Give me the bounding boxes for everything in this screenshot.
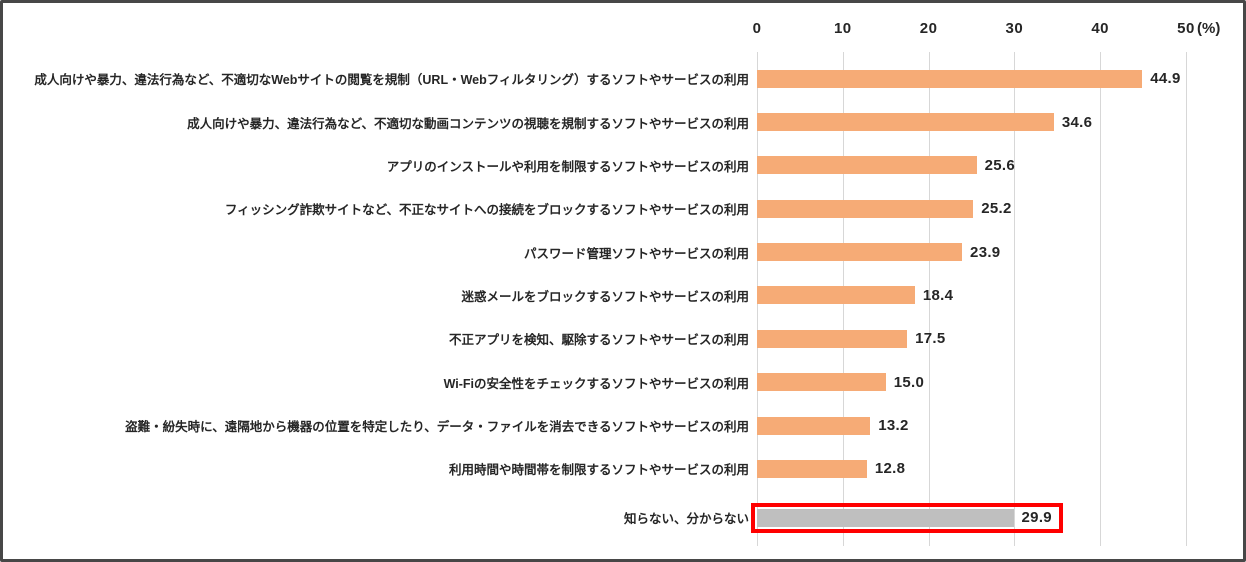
- gridline: [928, 52, 930, 546]
- bar-track: 15.0: [757, 373, 1186, 392]
- bar-track: 44.9: [757, 69, 1186, 88]
- chart-row: 不正アプリを検知、駆除するソフトやサービスの利用 17.5: [3, 317, 1243, 360]
- highlight-bar: [757, 508, 1014, 527]
- chart-row: アプリのインストールや利用を制限するソフトやサービスの利用 25.6: [3, 144, 1243, 187]
- chart-row: 盗難・紛失時に、遠隔地から機器の位置を特定したり、データ・ファイルを消去できるソ…: [3, 404, 1243, 447]
- bar: [757, 69, 1143, 88]
- bar-track: 25.2: [757, 199, 1186, 218]
- bar: [757, 199, 974, 218]
- x-axis-tick: 0: [752, 20, 762, 37]
- chart-row: 利用時間や時間帯を制限するソフトやサービスの利用 12.8: [3, 447, 1243, 490]
- x-axis: 0 10 20 30 40 50 (%): [753, 20, 1243, 42]
- x-axis-tick: 40: [1091, 20, 1110, 37]
- value-label: 29.9: [1021, 509, 1052, 527]
- chart-row: 成人向けや暴力、違法行為など、不適切な動画コンテンツの視聴を規制するソフトやサー…: [3, 100, 1243, 143]
- x-axis-tick: 50: [1177, 20, 1195, 37]
- chart-row: 迷惑メールをブロックするソフトやサービスの利用 18.4: [3, 274, 1243, 317]
- chart-row: 成人向けや暴力、違法行為など、不適切なWebサイトの閲覧を規制（URL・Webフ…: [3, 57, 1243, 100]
- value-label: 25.2: [981, 200, 1012, 218]
- chart-row: Wi-Fiの安全性をチェックするソフトやサービスの利用 15.0: [3, 361, 1243, 404]
- bar-track: 18.4: [757, 286, 1186, 305]
- category-label: フィッシング詐欺サイトなど、不正なサイトへの接続をブロックするソフトやサービスの…: [224, 203, 749, 218]
- bar: [757, 373, 886, 392]
- gridline: [1014, 52, 1016, 546]
- category-label: Wi-Fiの安全性をチェックするソフトやサービスの利用: [443, 376, 749, 391]
- value-label: 23.9: [970, 243, 1001, 261]
- value-label: 13.2: [878, 417, 909, 435]
- chart-row: パスワード管理ソフトやサービスの利用 23.9: [3, 230, 1243, 273]
- bar-track: 34.6: [757, 113, 1186, 132]
- value-label: 17.5: [915, 330, 946, 348]
- bar: [757, 459, 867, 478]
- value-label: 18.4: [922, 286, 954, 304]
- x-axis-tick: 20: [919, 20, 938, 37]
- value-label: 12.8: [874, 460, 906, 478]
- bar-track: 23.9: [757, 243, 1186, 262]
- category-label: 知らない、分からない: [623, 512, 749, 527]
- bar: [757, 243, 963, 262]
- category-label: アプリのインストールや利用を制限するソフトやサービスの利用: [386, 159, 749, 174]
- bar-track: 17.5: [757, 329, 1186, 348]
- bar: [757, 156, 977, 175]
- category-label: 利用時間や時間帯を制限するソフトやサービスの利用: [448, 463, 749, 478]
- category-label: 不正アプリを検知、駆除するソフトやサービスの利用: [448, 333, 749, 348]
- gridline: [1100, 52, 1102, 546]
- value-label: 44.9: [1150, 70, 1181, 88]
- x-axis-tick: 10: [833, 20, 852, 37]
- bar: [757, 329, 908, 348]
- bar-track: 25.6: [757, 156, 1186, 175]
- bar: [757, 286, 915, 305]
- chart-row: フィッシング詐欺サイトなど、不正なサイトへの接続をブロックするソフトやサービスの…: [3, 187, 1243, 230]
- bar-track: 29.9: [751, 502, 1186, 533]
- value-label: 25.6: [984, 156, 1016, 174]
- category-label: パスワード管理ソフトやサービスの利用: [523, 246, 749, 261]
- chart-row: 知らない、分からない 29.9: [3, 491, 1243, 545]
- category-label: 盗難・紛失時に、遠隔地から機器の位置を特定したり、データ・ファイルを消去できるソ…: [125, 420, 749, 435]
- bar-track: 13.2: [757, 416, 1186, 435]
- bar-track: 12.8: [757, 459, 1186, 478]
- category-label: 迷惑メールをブロックするソフトやサービスの利用: [461, 289, 749, 304]
- value-label: 15.0: [893, 373, 925, 391]
- x-axis-unit: (%): [1197, 20, 1221, 37]
- category-label: 成人向けや暴力、違法行為など、不適切なWebサイトの閲覧を規制（URL・Webフ…: [34, 73, 749, 88]
- value-label: 34.6: [1061, 113, 1093, 131]
- gridline: [1186, 52, 1187, 546]
- bar: [757, 416, 871, 435]
- highlight-box: 29.9: [751, 502, 1063, 533]
- bar-rows: 成人向けや暴力、違法行為など、不適切なWebサイトの閲覧を規制（URL・Webフ…: [3, 57, 1243, 545]
- category-label: 成人向けや暴力、違法行為など、不適切な動画コンテンツの視聴を規制するソフトやサー…: [187, 116, 749, 131]
- x-axis-tick: 30: [1005, 20, 1024, 37]
- bar: [757, 113, 1054, 132]
